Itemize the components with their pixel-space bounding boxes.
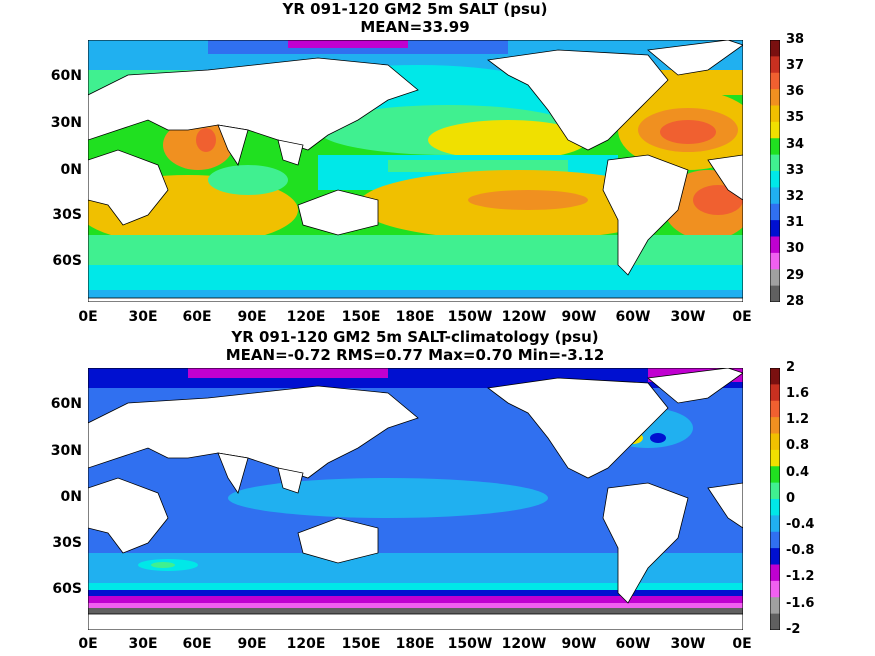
colorbar-swatch xyxy=(770,449,780,467)
colorbar-swatch xyxy=(770,187,780,205)
colorbar-swatch xyxy=(770,40,780,57)
lon-label: 90E xyxy=(237,309,267,325)
lon-label: 60W xyxy=(615,309,651,325)
map-title-2: YR 091-120 GM2 5m SALT-climatology (psu) xyxy=(231,328,599,346)
colorbar-label: 2 xyxy=(786,360,796,375)
colorbar-swatch xyxy=(770,466,780,484)
lon-label: 150W xyxy=(447,636,493,652)
lon-label: 30E xyxy=(128,636,158,652)
lat-label: 30N xyxy=(50,115,82,131)
colorbar-swatch xyxy=(770,171,780,188)
colorbar-label: 1.6 xyxy=(786,386,810,401)
map-title-1: YR 091-120 GM2 5m SALT (psu) xyxy=(282,0,548,18)
lon-label: 120E xyxy=(286,309,326,325)
colorbar-label: 0.4 xyxy=(786,465,810,480)
lon-label: 30W xyxy=(670,636,706,652)
colorbar-1 xyxy=(770,40,780,302)
colorbar-label: 38 xyxy=(786,32,805,47)
colorbar-label: -1.2 xyxy=(786,569,815,584)
colorbar-swatch xyxy=(770,613,780,630)
colorbar-swatch xyxy=(770,220,780,237)
colorbar-swatch xyxy=(770,72,780,90)
lon-label: 180E xyxy=(395,309,435,325)
colorbar-label: 33 xyxy=(786,163,805,178)
colorbar-swatch xyxy=(770,384,780,402)
colorbar-label: 1.2 xyxy=(786,412,810,427)
lon-label: 150E xyxy=(341,636,381,652)
colorbar-label: 37 xyxy=(786,58,805,73)
lon-label: 0E xyxy=(78,636,98,652)
colorbar-2 xyxy=(770,368,780,630)
lon-label: 120E xyxy=(286,636,326,652)
colorbar-swatch xyxy=(770,531,780,549)
lat-label: 60S xyxy=(52,253,82,269)
map-subtitle-1: MEAN=33.99 xyxy=(360,18,470,36)
colorbar-swatch xyxy=(770,597,780,615)
colorbar-swatch xyxy=(770,252,780,270)
colorbar-swatch xyxy=(770,236,780,254)
lon-label: 90W xyxy=(561,636,597,652)
colorbar-swatch xyxy=(770,515,780,533)
colorbar-label: 28 xyxy=(786,294,805,309)
lon-label: 90W xyxy=(561,309,597,325)
colorbar-label: -0.4 xyxy=(786,517,815,532)
lon-label: 0E xyxy=(732,309,752,325)
lon-label: 30W xyxy=(670,309,706,325)
salinity-map xyxy=(88,40,743,302)
colorbar-swatch xyxy=(770,499,780,516)
colorbar-swatch xyxy=(770,564,780,582)
lon-label: 90E xyxy=(237,636,267,652)
lon-label: 60E xyxy=(182,636,212,652)
colorbar-label: -1.6 xyxy=(786,596,815,611)
colorbar-swatch xyxy=(770,89,780,106)
colorbar-swatch xyxy=(770,548,780,565)
lon-label: 60E xyxy=(182,309,212,325)
lon-label: 60W xyxy=(615,636,651,652)
lat-label: 0N xyxy=(60,162,82,178)
colorbar-swatch xyxy=(770,433,780,451)
colorbar-label: 34 xyxy=(786,137,805,152)
colorbar-swatch xyxy=(770,580,780,598)
lat-label: 30N xyxy=(50,443,82,459)
colorbar-swatch xyxy=(770,56,780,74)
colorbar-label: -2 xyxy=(786,622,801,637)
colorbar-label: 35 xyxy=(786,110,805,125)
lat-label: 0N xyxy=(60,489,82,505)
salinity-bias-map xyxy=(88,368,743,630)
colorbar-swatch xyxy=(770,285,780,302)
colorbar-swatch xyxy=(770,269,780,287)
lon-label: 30E xyxy=(128,309,158,325)
colorbar-swatch xyxy=(770,154,780,172)
colorbar-label: 31 xyxy=(786,215,805,230)
colorbar-label: 32 xyxy=(786,189,805,204)
lat-label: 60S xyxy=(52,581,82,597)
colorbar-swatch xyxy=(770,138,780,156)
map-subtitle-2: MEAN=-0.72 RMS=0.77 Max=0.70 Min=-3.12 xyxy=(225,346,605,364)
lon-label: 180E xyxy=(395,636,435,652)
colorbar-swatch xyxy=(770,417,780,434)
lon-label: 150W xyxy=(447,309,493,325)
lon-label: 150E xyxy=(341,309,381,325)
lon-label: 0E xyxy=(78,309,98,325)
colorbar-swatch xyxy=(770,400,780,418)
lon-label: 0E xyxy=(732,636,752,652)
colorbar-label: 29 xyxy=(786,268,805,283)
colorbar-label: 0 xyxy=(786,491,796,506)
colorbar-label: 36 xyxy=(786,84,805,99)
lon-label: 120W xyxy=(501,309,547,325)
colorbar-swatch xyxy=(770,203,780,221)
colorbar-swatch xyxy=(770,105,780,123)
colorbar-swatch xyxy=(770,368,780,385)
lat-label: 30S xyxy=(52,207,82,223)
lat-label: 30S xyxy=(52,535,82,551)
colorbar-swatch xyxy=(770,121,780,139)
colorbar-label: -0.8 xyxy=(786,543,815,558)
colorbar-label: 30 xyxy=(786,241,805,256)
colorbar-label: 0.8 xyxy=(786,438,810,453)
lat-label: 60N xyxy=(50,396,82,412)
lat-label: 60N xyxy=(50,68,82,84)
lon-label: 120W xyxy=(501,636,547,652)
colorbar-swatch xyxy=(770,482,780,500)
